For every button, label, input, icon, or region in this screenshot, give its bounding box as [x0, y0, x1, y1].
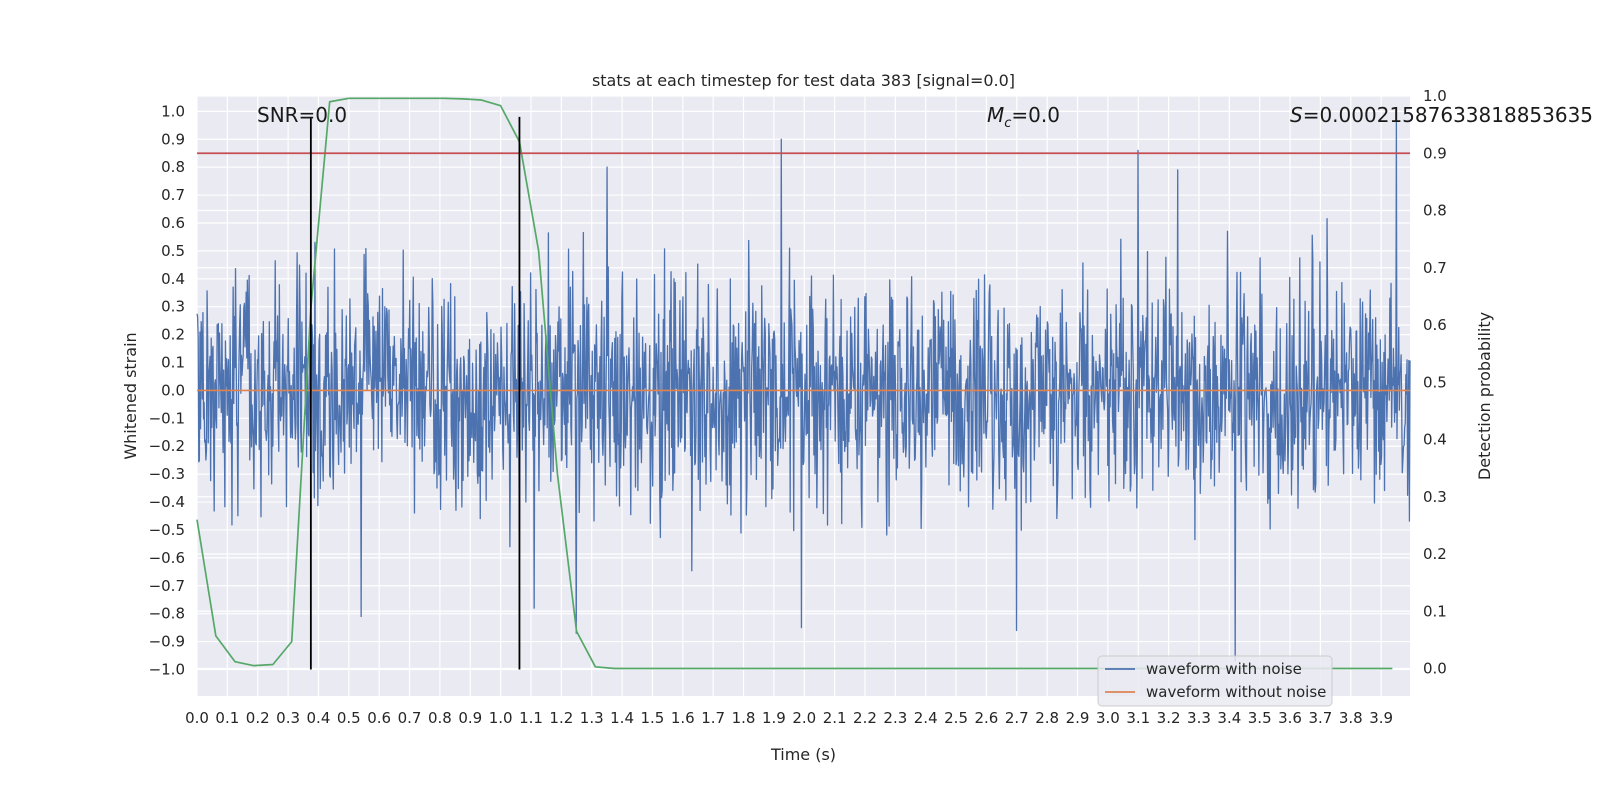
x-tick-label: 3.3 — [1187, 709, 1211, 727]
x-tick-label: 2.7 — [1005, 709, 1029, 727]
legend-box — [1097, 655, 1333, 707]
y-tick-label: −0.6 — [149, 549, 185, 567]
x-tick-label: 3.4 — [1217, 709, 1241, 727]
x-tick-label: 0.1 — [215, 709, 239, 727]
y-tick-label: −0.3 — [149, 465, 185, 483]
y2-tick-label: 0.0 — [1423, 660, 1447, 678]
x-tick-label: 0.0 — [185, 709, 209, 727]
y2-tick-label: 0.1 — [1423, 602, 1447, 620]
x-tick-label: 2.8 — [1035, 709, 1059, 727]
y2-tick-label: 0.6 — [1423, 316, 1447, 334]
y-tick-label: −0.4 — [149, 493, 185, 511]
snr-annotation: SNR=0.0 — [257, 103, 347, 127]
x-tick-label: 2.2 — [853, 709, 877, 727]
x-tick-label: 3.8 — [1339, 709, 1363, 727]
x-tick-label: 3.7 — [1308, 709, 1332, 727]
x-tick-label: 0.9 — [458, 709, 482, 727]
x-tick-label: 2.0 — [792, 709, 816, 727]
x-tick-label: 0.7 — [398, 709, 422, 727]
x-tick-label: 1.8 — [732, 709, 756, 727]
x-tick-label: 2.6 — [975, 709, 999, 727]
y-tick-label: −0.8 — [149, 605, 185, 623]
mc-value: =0.0 — [1011, 103, 1060, 127]
x-tick-label: 1.9 — [762, 709, 786, 727]
y-tick-label: 0.4 — [161, 270, 185, 288]
x-tick-label: 0.2 — [246, 709, 270, 727]
legend-label: waveform without noise — [1146, 683, 1326, 701]
mc-symbol: M — [987, 103, 1004, 127]
y2-tick-label: 0.2 — [1423, 545, 1447, 563]
x-tick-label: 1.6 — [671, 709, 695, 727]
y2-tick-label: 0.3 — [1423, 488, 1447, 506]
y-tick-label: 0.7 — [161, 186, 185, 204]
s-value: =0.00021587633818853635 — [1303, 103, 1593, 127]
y-tick-label: 0.0 — [161, 381, 185, 399]
x-tick-label: 3.6 — [1278, 709, 1302, 727]
x-tick-label: 3.1 — [1126, 709, 1150, 727]
tick-labels: 0.0 0.1 0.2 0.3 0.4 0.5 0.6 0.7 0.8 0.9 1.0 1.1 1.2 1… — [149, 87, 1447, 727]
y-tick-label: −0.5 — [149, 521, 185, 539]
y2-axis-label: Detection probability — [1475, 312, 1494, 480]
y-tick-label: 0.6 — [161, 214, 185, 232]
x-tick-label: 0.4 — [307, 709, 331, 727]
x-axis-label: Time (s) — [770, 745, 836, 764]
y-tick-label: 1.0 — [161, 102, 185, 120]
y-tick-label: −0.1 — [149, 409, 185, 427]
y2-tick-label: 0.5 — [1423, 373, 1447, 391]
x-tick-label: 2.5 — [944, 709, 968, 727]
x-tick-label: 2.1 — [823, 709, 847, 727]
y-tick-label: 0.9 — [161, 130, 185, 148]
legend: waveform with noise waveform without nois… — [1097, 655, 1333, 707]
y2-tick-label: 0.4 — [1423, 431, 1447, 449]
x-tick-label: 3.9 — [1369, 709, 1393, 727]
y-tick-label: 0.3 — [161, 298, 185, 316]
y-tick-label: −1.0 — [149, 660, 185, 678]
x-tick-label: 1.1 — [519, 709, 543, 727]
x-tick-label: 0.8 — [428, 709, 452, 727]
s-annotation: S=0.00021587633818853635 — [1290, 103, 1593, 127]
x-tick-label: 1.5 — [641, 709, 665, 727]
mc-annotation: Mc=0.0 — [987, 103, 1060, 131]
x-tick-label: 1.4 — [610, 709, 634, 727]
x-tick-label: 2.3 — [883, 709, 907, 727]
chart-title: stats at each timestep for test data 383… — [592, 71, 1015, 90]
y-tick-label: −0.2 — [149, 437, 185, 455]
legend-label: waveform with noise — [1146, 660, 1302, 678]
y-tick-label: −0.7 — [149, 577, 185, 595]
y2-tick-label: 0.8 — [1423, 202, 1447, 220]
y-tick-label: 0.8 — [161, 158, 185, 176]
x-tick-label: 3.5 — [1248, 709, 1272, 727]
mc-subscript: c — [1004, 116, 1011, 131]
series-line-0 — [196, 119, 1411, 662]
y-tick-label: 0.5 — [161, 242, 185, 260]
x-tick-label: 1.7 — [701, 709, 725, 727]
y2-tick-label: 0.7 — [1423, 259, 1447, 277]
y-tick-label: 0.1 — [161, 354, 185, 372]
s-symbol: S — [1290, 103, 1303, 127]
x-tick-label: 1.2 — [549, 709, 573, 727]
x-tick-label: 2.9 — [1066, 709, 1090, 727]
y-axis-label: Whitened strain — [121, 332, 140, 459]
x-tick-label: 2.4 — [914, 709, 938, 727]
x-tick-label: 0.3 — [276, 709, 300, 727]
y2-tick-label: 1.0 — [1423, 87, 1447, 105]
y-tick-label: −0.9 — [149, 633, 185, 651]
y-tick-label: 0.2 — [161, 326, 185, 344]
x-tick-label: 0.6 — [367, 709, 391, 727]
x-tick-label: 0.5 — [337, 709, 361, 727]
annotations: SNR=0.0 Mc=0.0 S=0.00021587633818853635 — [257, 103, 1593, 131]
x-tick-label: 1.0 — [489, 709, 513, 727]
x-tick-label: 3.0 — [1096, 709, 1120, 727]
x-tick-label: 3.2 — [1157, 709, 1181, 727]
x-tick-label: 1.3 — [580, 709, 604, 727]
y2-tick-label: 0.9 — [1423, 144, 1447, 162]
